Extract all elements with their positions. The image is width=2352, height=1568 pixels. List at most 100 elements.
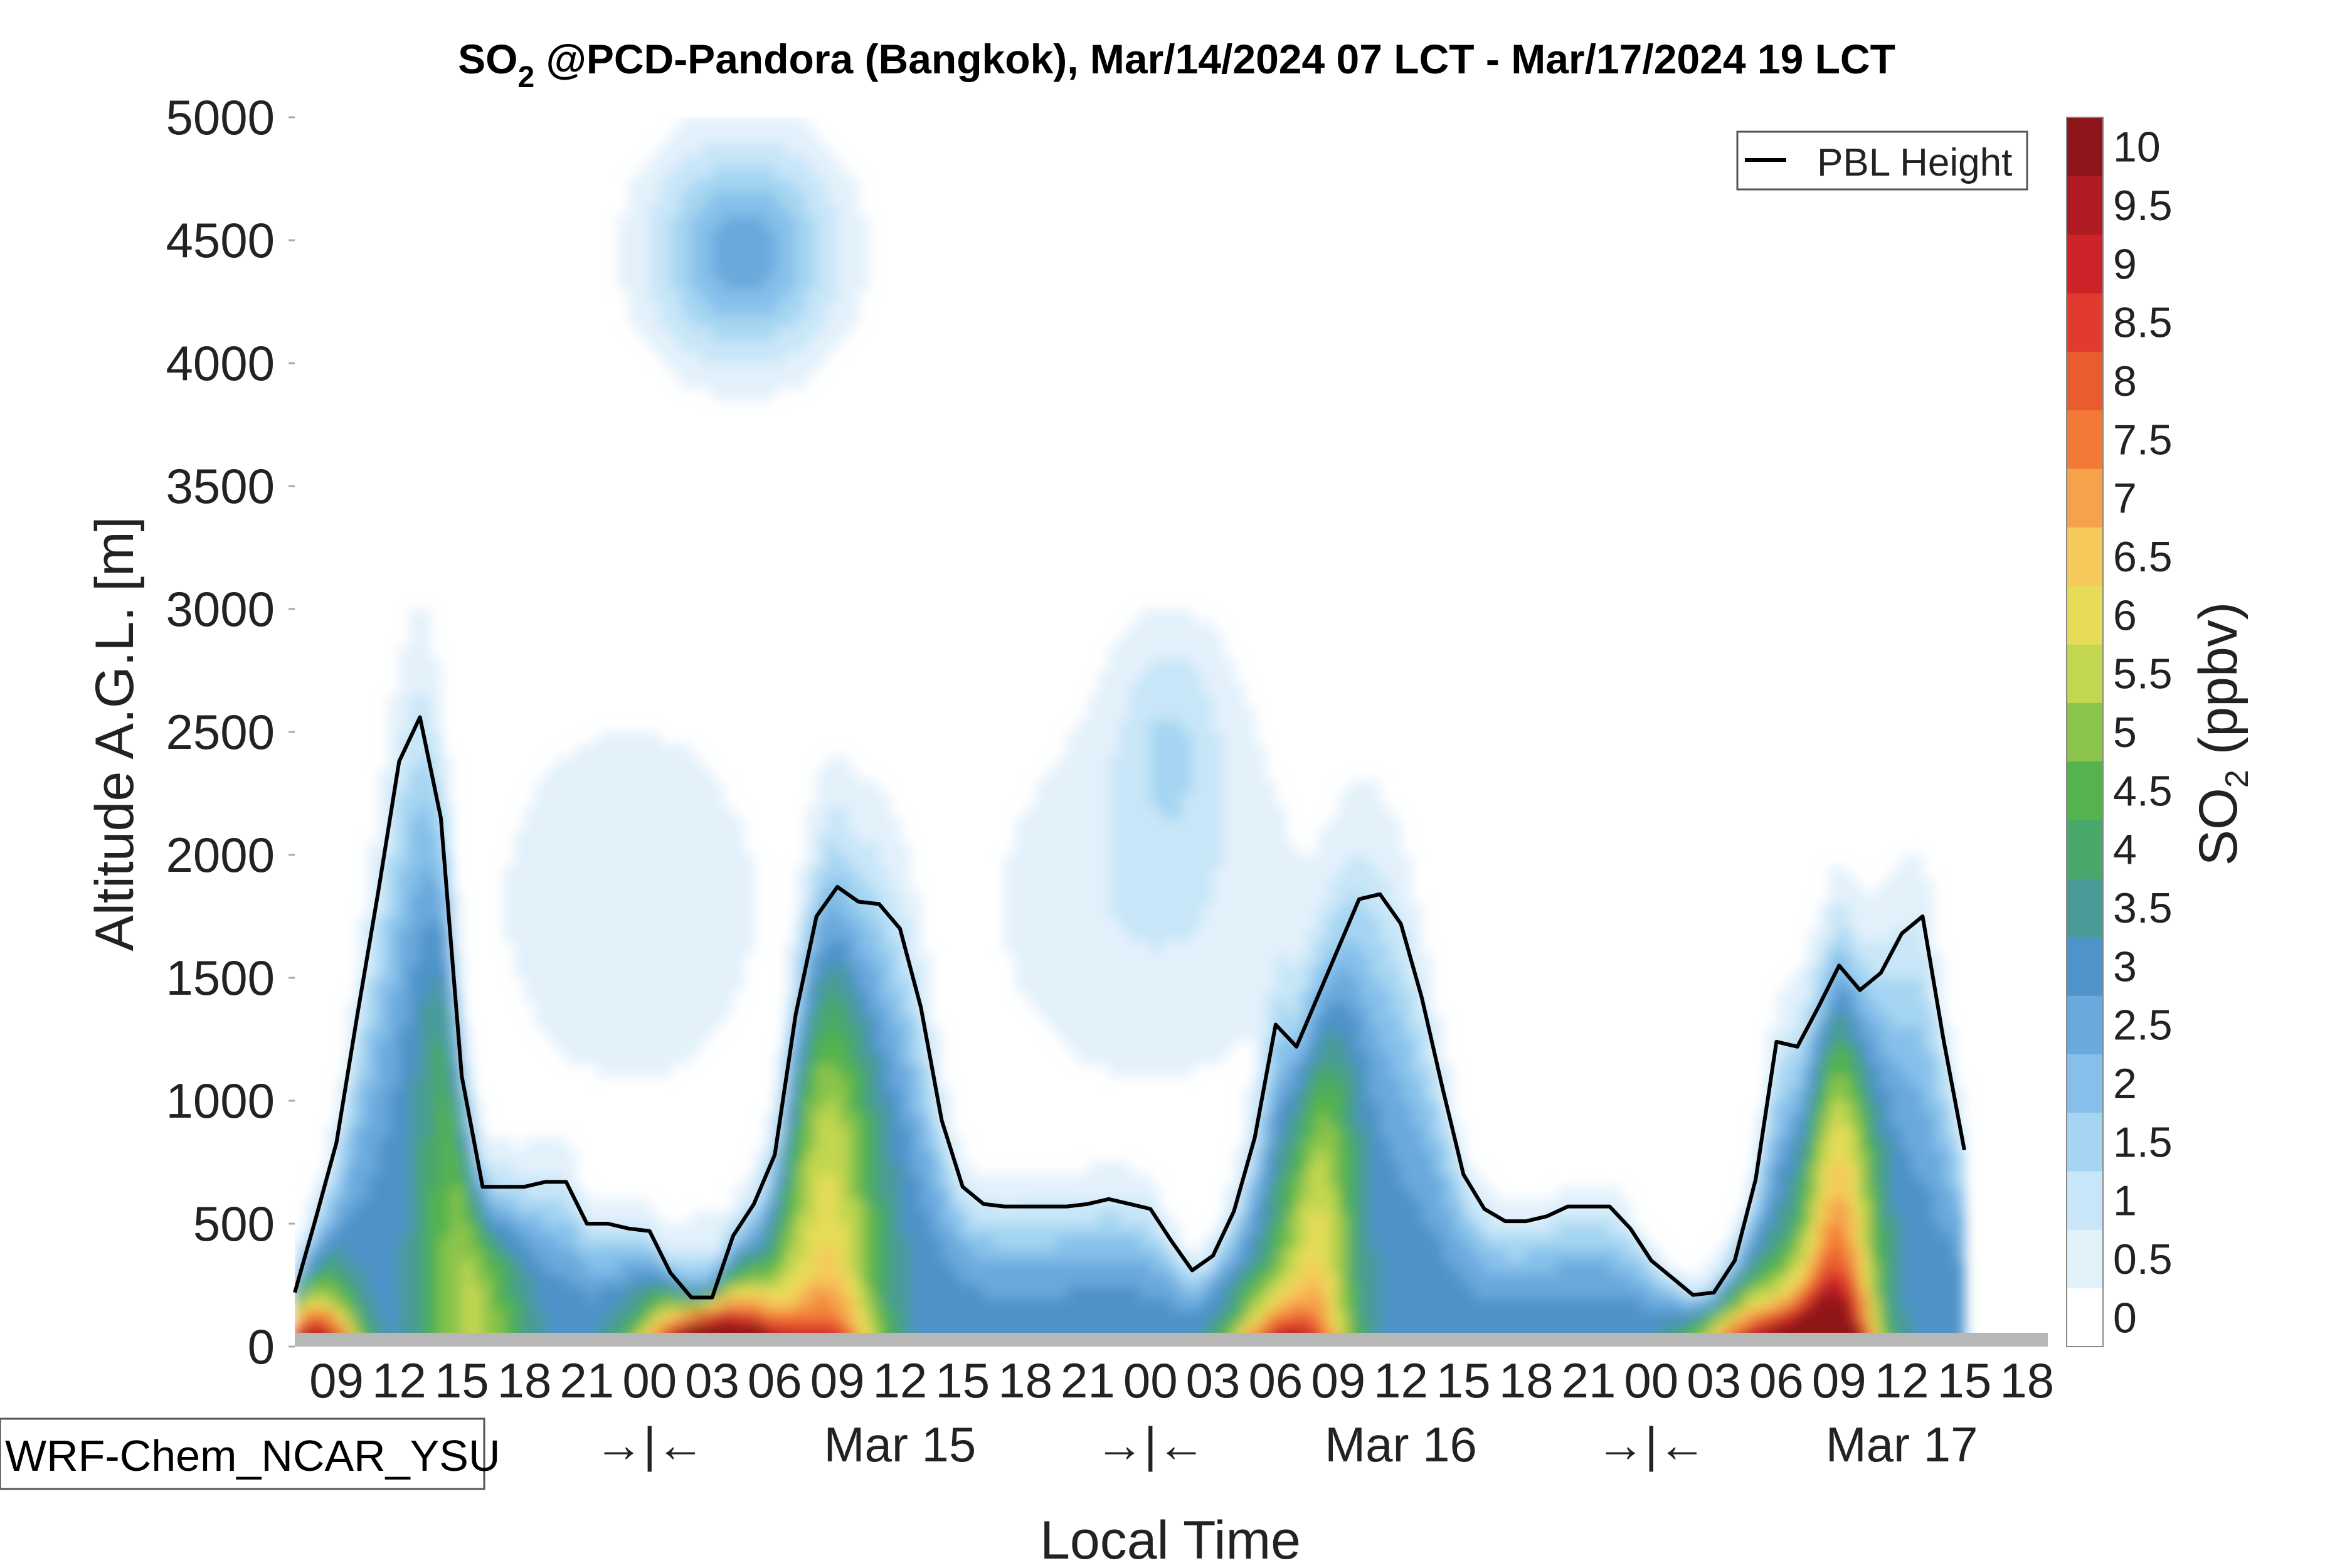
plot-area (295, 117, 1965, 1347)
colorbar-swatch (2067, 995, 2103, 1054)
x-tick-label: 03 (1687, 1353, 1741, 1408)
colorbar-tick-label: 6 (2113, 591, 2137, 639)
x-tick-label: 15 (1436, 1353, 1491, 1408)
x-tick-label: 09 (309, 1353, 364, 1408)
colorbar-tick-label: 6.5 (2113, 533, 2173, 581)
colorbar-tick-label: 3.5 (2113, 884, 2173, 932)
title-subscript: 2 (517, 61, 534, 94)
x-tick-label: 00 (1123, 1353, 1178, 1408)
colorbar-tick-label: 2 (2113, 1060, 2137, 1108)
y-tick-label: 3500 (166, 458, 275, 514)
x-tick-label: 09 (810, 1353, 865, 1408)
colorbar-tick-label: 1 (2113, 1177, 2137, 1225)
x-tick-label: 18 (497, 1353, 552, 1408)
colorbar-tick-label: 3 (2113, 943, 2137, 990)
colorbar-swatch (2067, 469, 2103, 527)
x-tick-label: 06 (748, 1353, 802, 1408)
y-tick-label: 1000 (166, 1073, 275, 1128)
colorbar-swatch (2067, 1112, 2103, 1172)
x-tick-label: 21 (1061, 1353, 1115, 1408)
chart-title: SO2 @PCD-Pandora (Bangkok), Mar/14/2024 … (458, 36, 1895, 94)
y-tick-label: 5000 (166, 90, 275, 145)
colorbar-swatch (2067, 878, 2103, 938)
colorbar-swatch (2067, 585, 2103, 645)
colorbar-tick-label: 4 (2113, 826, 2137, 874)
colorbar-tick-label: 7 (2113, 475, 2137, 522)
x-tick-label: 15 (435, 1353, 489, 1408)
colorbar-tick-label: 2.5 (2113, 1002, 2173, 1049)
x-axis-label: Local Time (1040, 1510, 1301, 1568)
x-tick-label: 21 (1562, 1353, 1616, 1408)
x-tick-label: 18 (1499, 1353, 1554, 1408)
x-tick-label: 09 (1311, 1353, 1365, 1408)
x-tick-label: 12 (372, 1353, 426, 1408)
x-tick-label: 18 (998, 1353, 1052, 1408)
x-tick-label: 21 (559, 1353, 614, 1408)
colorbar-tick-label: 8 (2113, 358, 2137, 405)
y-tick-label: 4500 (166, 213, 275, 268)
y-tick-label: 0 (248, 1319, 275, 1374)
colorbar-tick-label: 5 (2113, 709, 2137, 756)
colorbar-tick-label: 9.5 (2113, 182, 2173, 230)
colorbar-swatch (2067, 176, 2103, 235)
colorbar-label-subscript: 2 (2219, 770, 2255, 788)
colorbar-tick-label: 5.5 (2113, 650, 2173, 698)
colorbar-swatch (2067, 117, 2103, 176)
colorbar-tick-label: 1.5 (2113, 1118, 2173, 1166)
colorbar-swatch (2067, 936, 2103, 996)
colorbar-label-rest: (ppbv) (2188, 602, 2249, 770)
day-label: →|← (1095, 1417, 1205, 1472)
title-rest: @PCD-Pandora (Bangkok), Mar/14/2024 07 L… (534, 36, 1895, 82)
day-label: Mar 17 (1826, 1417, 1978, 1472)
x-tick-label: 15 (935, 1353, 990, 1408)
colorbar-swatch (2067, 644, 2103, 703)
x-tick-label: 12 (1875, 1353, 1929, 1408)
colorbar-swatch (2067, 1054, 2103, 1113)
colorbar-tick-label: 7.5 (2113, 416, 2173, 464)
x-tick-label: 00 (622, 1353, 677, 1408)
day-label: Mar 16 (1325, 1417, 1477, 1472)
legend: PBL Height (1736, 130, 2028, 191)
colorbar-swatch (2067, 410, 2103, 469)
x-tick-label: 12 (873, 1353, 928, 1408)
title-main: SO (458, 36, 517, 82)
colorbar-swatch (2067, 761, 2103, 820)
model-label: WRF-Chem_NCAR_YSU (5, 1431, 501, 1480)
model-label-box (0, 1417, 485, 1490)
colorbar-swatch (2067, 234, 2103, 294)
colorbar: 0 0.5 1 1.5 2 2.5 3 3.5 4 4.5 5 5.5 6 6.5 7 7.5 8 8.5 9 9.5… (2066, 117, 2173, 1347)
colorbar-swatch (2067, 1288, 2103, 1347)
x-tick-label: 09 (1812, 1353, 1867, 1408)
x-tick-label: 18 (2000, 1353, 2054, 1408)
ground-band (295, 1333, 2048, 1347)
legend-label: PBL Height (1817, 141, 2012, 184)
colorbar-frame (2066, 117, 2104, 1347)
colorbar-label-main: SO (2188, 788, 2249, 866)
x-axis-ticks: 09 12 15 18 21 00 03 06 09 12 15 18 21 00 03 06 09 12 15 18… (309, 1353, 2054, 1408)
day-label: Mar 15 (824, 1417, 977, 1472)
x-tick-label: 06 (1249, 1353, 1303, 1408)
x-tick-label: 03 (1186, 1353, 1241, 1408)
colorbar-tick-label: 0 (2113, 1294, 2137, 1342)
colorbar-tick-label: 0.5 (2113, 1236, 2173, 1283)
y-tick-label: 4000 (166, 336, 275, 391)
colorbar-swatch (2067, 1171, 2103, 1230)
x-tick-label: 03 (685, 1353, 739, 1408)
colorbar-tick-label: 4.5 (2113, 767, 2173, 815)
x-tick-label: 00 (1624, 1353, 1678, 1408)
so2-field (295, 117, 1965, 1347)
colorbar-swatch (2067, 351, 2103, 411)
colorbar-swatch (2067, 527, 2103, 586)
day-label: →|← (1596, 1417, 1707, 1472)
x-tick-label: 06 (1749, 1353, 1804, 1408)
colorbar-swatch (2067, 293, 2103, 352)
colorbar-tick-label: 9 (2113, 240, 2137, 288)
pbl-height-line (293, 715, 1966, 1300)
y-axis-label: Altitude A.G.L. [m] (85, 516, 145, 951)
colorbar-tick-label: 8.5 (2113, 299, 2173, 347)
colorbar-tick-label: 10 (2113, 124, 2161, 171)
colorbar-label: SO2 (ppbv) (2188, 602, 2255, 866)
y-tick-label: 2000 (166, 827, 275, 882)
day-label: →|← (595, 1417, 705, 1472)
